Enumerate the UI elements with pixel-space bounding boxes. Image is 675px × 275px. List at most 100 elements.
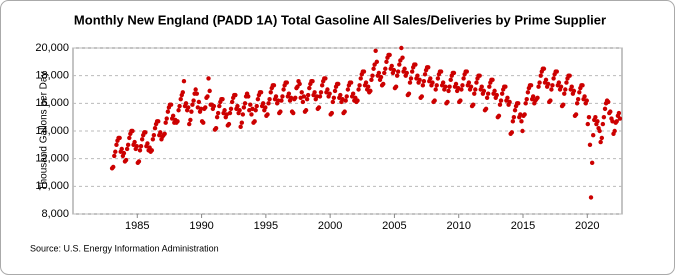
point: [430, 80, 435, 85]
point: [440, 80, 446, 85]
point: [548, 98, 553, 103]
point: [598, 139, 603, 145]
point: [228, 106, 234, 112]
point: [355, 98, 360, 103]
point: [310, 79, 315, 84]
point: [211, 103, 217, 109]
point: [446, 88, 451, 94]
point: [193, 87, 198, 92]
point: [575, 96, 581, 102]
point: [188, 117, 193, 123]
x-tick-label: 1990: [189, 220, 213, 232]
point: [512, 108, 518, 113]
point: [562, 91, 567, 96]
point: [600, 121, 606, 127]
point: [569, 84, 574, 89]
point: [249, 112, 254, 117]
point: [477, 73, 482, 78]
point: [492, 88, 497, 94]
point: [389, 63, 394, 69]
point: [574, 101, 580, 106]
point: [276, 98, 281, 103]
point: [267, 96, 272, 102]
point: [241, 105, 247, 110]
point: [206, 76, 211, 81]
point: [433, 87, 438, 92]
point: [374, 59, 380, 65]
x-tick-label: 1995: [254, 220, 278, 232]
point: [150, 137, 156, 142]
point: [432, 98, 437, 103]
point: [114, 142, 119, 148]
point: [464, 69, 470, 74]
point: [304, 96, 310, 102]
point: [358, 76, 363, 81]
point: [573, 112, 579, 117]
point: [342, 109, 347, 114]
point: [599, 135, 605, 141]
point: [516, 101, 521, 106]
point: [338, 92, 343, 98]
point: [278, 109, 283, 114]
point: [494, 92, 499, 98]
point: [525, 90, 531, 95]
point: [522, 112, 527, 117]
point: [564, 80, 569, 85]
point: [368, 88, 373, 94]
point: [143, 130, 148, 135]
point: [190, 102, 195, 107]
y-tick-label: 10,000: [35, 180, 69, 192]
point: [242, 101, 248, 106]
point: [187, 121, 192, 127]
y-tick-label: 20,000: [35, 42, 69, 54]
point: [168, 102, 174, 107]
point: [194, 91, 200, 96]
point: [336, 81, 341, 87]
point: [152, 126, 158, 131]
point: [587, 142, 593, 148]
point: [303, 108, 309, 113]
point: [473, 87, 478, 92]
point: [483, 106, 489, 112]
point: [395, 69, 401, 74]
point: [180, 90, 185, 95]
point: [284, 80, 290, 85]
point: [484, 95, 490, 101]
point: [191, 98, 196, 103]
point: [608, 109, 613, 114]
point: [541, 66, 547, 71]
point: [280, 94, 285, 99]
point: [415, 73, 420, 78]
point: [591, 132, 596, 138]
point: [399, 45, 404, 51]
point: [343, 98, 348, 103]
point: [523, 101, 528, 106]
point: [207, 88, 212, 94]
point: [139, 137, 145, 142]
point: [588, 195, 594, 200]
point: [215, 110, 221, 116]
point: [112, 153, 117, 159]
point: [420, 83, 426, 88]
point: [235, 103, 240, 109]
point: [571, 88, 577, 94]
point: [471, 102, 476, 107]
point: [229, 99, 235, 105]
point: [327, 91, 332, 96]
x-tick-label: 1985: [125, 220, 149, 232]
point: [119, 146, 124, 152]
point: [125, 142, 131, 148]
point: [543, 77, 549, 83]
point: [459, 87, 464, 92]
point: [163, 120, 168, 125]
point: [507, 99, 512, 105]
point: [381, 81, 386, 87]
point: [317, 94, 323, 99]
point: [421, 79, 427, 84]
point: [428, 76, 433, 81]
point: [382, 70, 387, 76]
point: [111, 164, 116, 170]
point: [323, 76, 328, 81]
point: [281, 87, 286, 92]
